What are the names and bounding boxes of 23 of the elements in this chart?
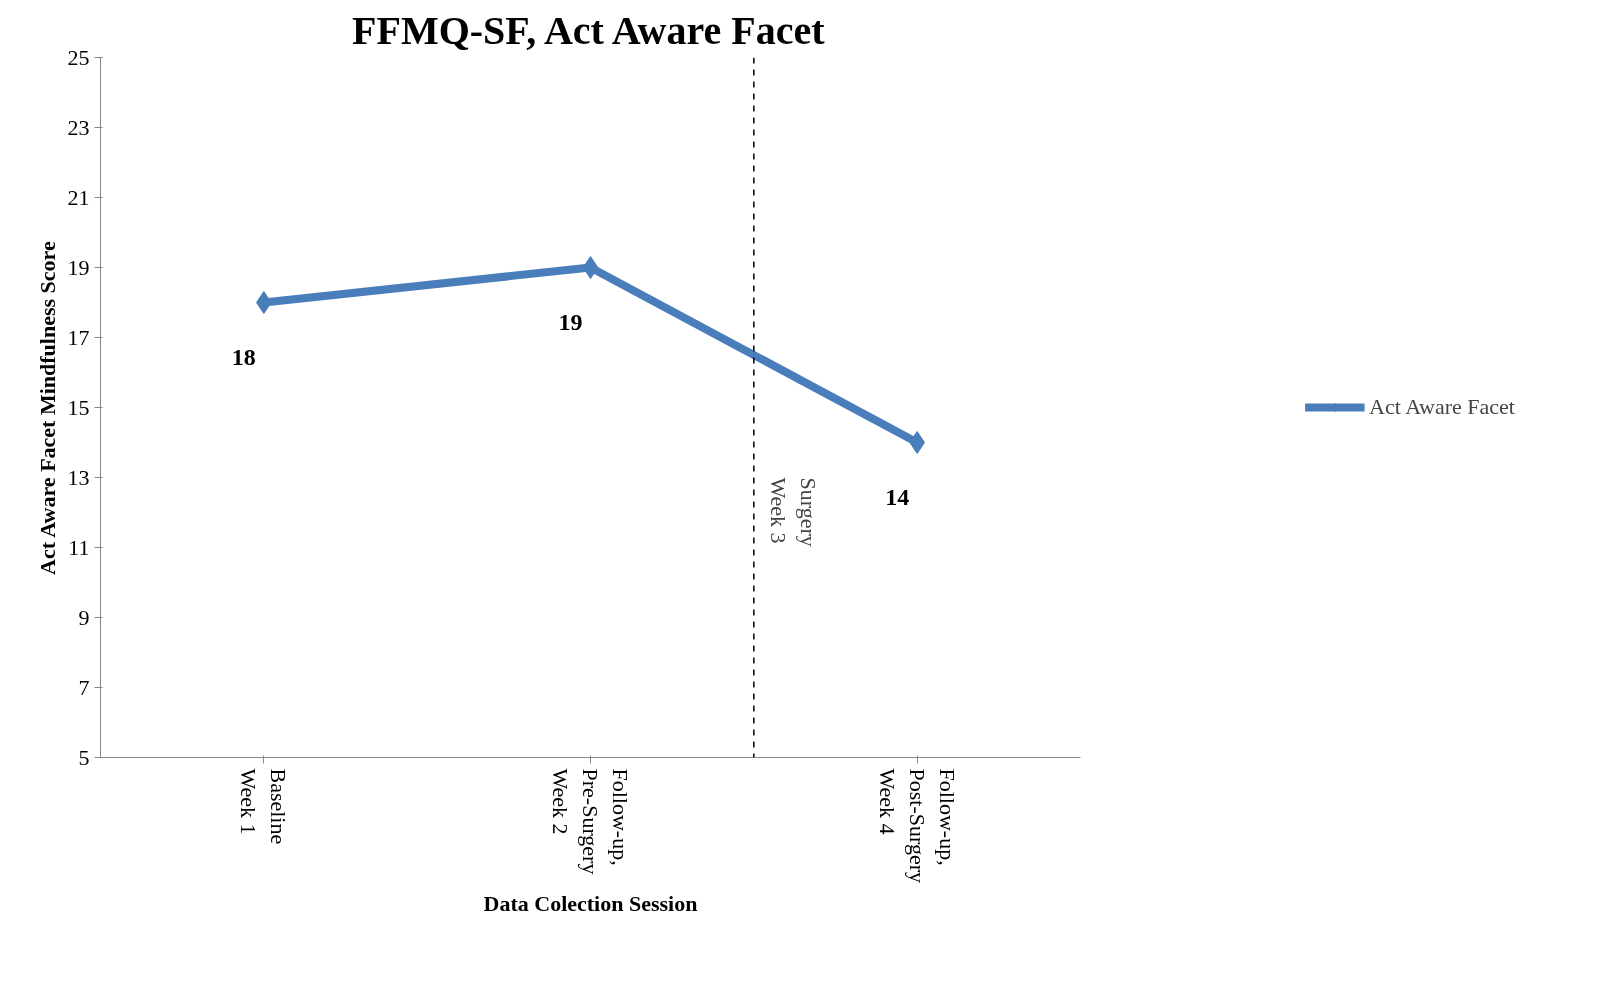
point (582, 256, 599, 279)
annotation: Surgery Week 3 (765, 477, 821, 547)
y-tick-label: 15 (67, 394, 90, 420)
y-tick-label: 21 (67, 184, 90, 210)
y-tick-label: 9 (78, 604, 90, 630)
x-tick-label: Follow-up, Pre-Surgery Week 2 (548, 768, 633, 875)
y-tick-label: 19 (67, 254, 90, 280)
y-tick-label: 13 (67, 464, 90, 490)
x-axis-title: Data Colection Session (483, 890, 698, 916)
chart-title: FFMQ-SF, Act Aware Facet (352, 7, 826, 53)
data-label: 19 (558, 309, 583, 335)
y-tick-label: 25 (67, 44, 90, 70)
data-label: 18 (231, 344, 256, 370)
legend-label: Act Aware Facet (1369, 394, 1515, 420)
x-tick-label: Baseline Week 1 (236, 768, 292, 845)
y-tick-label: 11 (68, 534, 90, 560)
y-tick-label: 23 (67, 114, 90, 140)
y-tick-label: 5 (78, 744, 90, 770)
data-label: 14 (885, 484, 910, 510)
y-tick-label: 17 (67, 324, 90, 350)
y-axis-title: Act Aware Facet Mindfulness Score (34, 241, 60, 575)
x-tick-label: Follow-up, Post-Surgery Week 4 (874, 768, 960, 883)
y-tick-label: 7 (78, 674, 90, 700)
